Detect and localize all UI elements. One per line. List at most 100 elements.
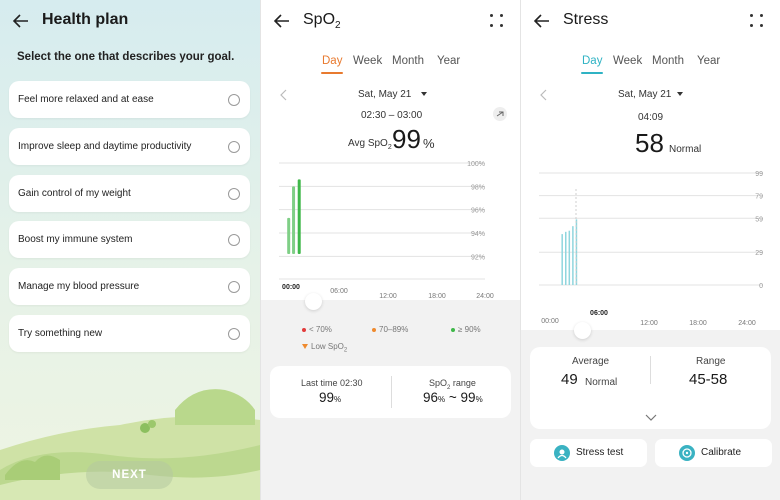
y-tick-label: 29 <box>755 250 763 257</box>
header: Health plan <box>0 8 260 36</box>
radio-button[interactable] <box>228 94 240 106</box>
last-value-number: 99 <box>319 390 335 405</box>
date-selector: Sat, May 21 <box>261 88 520 102</box>
range-label-tail: range <box>450 378 476 388</box>
stress-bar <box>572 226 574 285</box>
goal-option-relaxed[interactable]: Feel more relaxed and at ease <box>9 81 250 118</box>
calibrate-button[interactable]: Calibrate <box>655 439 772 467</box>
last-time-label: Last time 02:30 <box>301 378 363 388</box>
range-high-unit: % <box>475 395 483 404</box>
caret-down-icon[interactable] <box>677 92 683 96</box>
orange-dot-icon <box>372 327 376 332</box>
page-title: SpO2 <box>303 11 341 31</box>
previous-date-chevron-icon[interactable] <box>279 88 289 101</box>
x-tick-label: 12:00 <box>640 320 658 327</box>
header: SpO2 <box>261 8 520 36</box>
avg-spo2: Avg SpO2 99 % <box>348 124 488 154</box>
range-value: 45-58 <box>689 371 728 388</box>
y-tick-label: 0 <box>759 283 763 290</box>
y-tick-label: 59 <box>755 216 763 223</box>
legend-item-green: ≥ 90% <box>451 325 481 334</box>
legend-label: < 70% <box>309 325 332 334</box>
active-tab-indicator <box>581 72 603 74</box>
legend-label: ≥ 90% <box>458 325 481 334</box>
previous-date-chevron-icon[interactable] <box>539 88 549 101</box>
range-value: 96% ~ 99% <box>423 390 483 405</box>
stress-test-icon <box>554 445 570 461</box>
page-title: Health plan <box>42 11 129 28</box>
stress-bar <box>568 230 571 285</box>
calibrate-label: Calibrate <box>701 447 742 458</box>
legend-item-orange: 70–89% <box>372 325 408 334</box>
stress-test-button[interactable]: Stress test <box>530 439 647 467</box>
reading-time: 04:09 <box>638 112 664 123</box>
range-label-subscript: 2 <box>447 384 451 391</box>
radio-button[interactable] <box>228 281 240 293</box>
y-tick-label: 98% <box>471 184 485 191</box>
legend-item-low-spo2: Low SpO2 <box>302 342 347 354</box>
option-label: Gain control of my weight <box>18 188 131 199</box>
option-label: Boost my immune system <box>18 234 133 245</box>
range-label-text: SpO <box>429 378 448 388</box>
stress-bar <box>575 219 578 285</box>
period-tabs: Day Week Month Year <box>521 55 780 77</box>
x-tick-label: 00:00 <box>282 284 300 291</box>
tab-month[interactable]: Month <box>392 55 424 67</box>
more-options-icon[interactable] <box>490 14 504 28</box>
tab-year[interactable]: Year <box>697 55 721 67</box>
date-label[interactable]: Sat, May 21 <box>618 89 672 100</box>
goal-option-something-new[interactable]: Try something new <box>9 315 250 352</box>
goal-option-sleep[interactable]: Improve sleep and daytime productivity <box>9 128 250 165</box>
legend-label: 70–89% <box>379 325 409 334</box>
title-subscript: 2 <box>335 20 341 32</box>
tab-day[interactable]: Day <box>322 55 343 67</box>
goal-option-blood-pressure[interactable]: Manage my blood pressure <box>9 268 250 305</box>
time-range: 02:30 – 03:00 <box>361 110 423 121</box>
back-arrow-icon[interactable] <box>273 12 291 30</box>
caret-down-icon[interactable] <box>421 92 427 96</box>
range-label: Range <box>696 356 726 367</box>
back-arrow-icon[interactable] <box>12 12 30 30</box>
tab-week[interactable]: Week <box>613 55 643 67</box>
average-value: 49 <box>561 371 578 388</box>
goal-option-weight[interactable]: Gain control of my weight <box>9 175 250 212</box>
legend-label: Low SpO <box>311 342 344 351</box>
reset-icon[interactable] <box>493 107 507 121</box>
average-level: Normal <box>585 377 618 388</box>
stress-value: 58 <box>635 128 664 158</box>
x-tick-label: 18:00 <box>428 293 446 300</box>
stress-summary-card: Average 49 Normal Range 45-58 <box>530 347 771 429</box>
tab-week[interactable]: Week <box>353 55 383 67</box>
health-plan-panel: Health plan Select the one that describe… <box>0 0 260 500</box>
range-separator: ~ <box>445 390 461 405</box>
radio-button[interactable] <box>228 188 240 200</box>
y-tick-label: 100% <box>467 161 485 168</box>
tab-day[interactable]: Day <box>582 55 603 67</box>
active-tab-indicator <box>321 72 343 74</box>
radio-button[interactable] <box>228 141 240 153</box>
next-button[interactable]: NEXT <box>86 461 173 489</box>
hills-illustration <box>0 389 260 500</box>
last-value: 99% <box>319 390 341 405</box>
legend-item-red: < 70% <box>302 325 332 334</box>
time-scrubber-handle[interactable] <box>574 322 591 339</box>
x-tick-label: 06:00 <box>330 288 348 295</box>
radio-button[interactable] <box>228 234 240 246</box>
x-tick-label: 00:00 <box>541 318 559 325</box>
radio-button[interactable] <box>228 328 240 340</box>
card-divider <box>650 356 651 384</box>
last-value-unit: % <box>334 395 342 404</box>
calibrate-icon <box>679 445 695 461</box>
goal-option-immune[interactable]: Boost my immune system <box>9 221 250 258</box>
range-high: 99 <box>460 390 476 405</box>
tab-year[interactable]: Year <box>437 55 461 67</box>
avg-label-text: Avg SpO <box>348 138 388 149</box>
chevron-down-icon[interactable] <box>645 409 657 421</box>
tab-month[interactable]: Month <box>652 55 684 67</box>
back-arrow-icon[interactable] <box>533 12 551 30</box>
x-tick-label: 24:00 <box>476 293 494 300</box>
range-low: 96 <box>423 390 439 405</box>
date-label[interactable]: Sat, May 21 <box>358 89 412 100</box>
time-scrubber-handle[interactable] <box>305 293 322 310</box>
more-options-icon[interactable] <box>750 14 764 28</box>
